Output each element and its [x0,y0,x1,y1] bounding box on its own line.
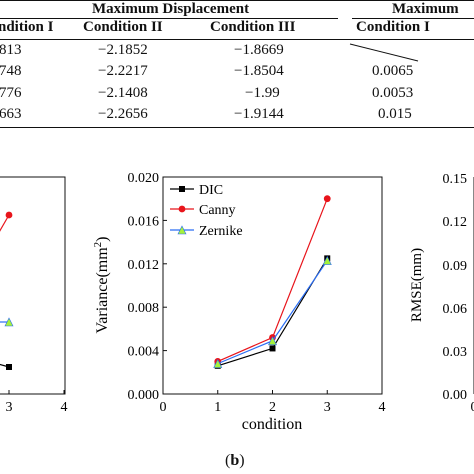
column-header: ndition I [0,19,54,35]
legend-label-canny: Canny [199,203,236,218]
header-rule [0,39,474,40]
table-cell: −1.9144 [234,106,284,122]
x-tick-label: 1 [214,400,221,415]
x-tick-label: 2 [269,400,276,415]
legend-marker-zernike [177,225,187,235]
table-cell: 776 [0,85,22,101]
y-tick-label: 0.012 [128,258,160,273]
right-y-tick-label: 0.00 [443,388,468,403]
variance-chart: 0 1 2 3 4 0.000 0.004 0.008 0.012 0.016 0.020 Vari… [92,171,386,433]
left-canny-marker [5,211,13,219]
y-tick-label: 0.004 [128,345,160,360]
y-tick-label: 0.020 [128,171,160,186]
table-cell: 0.015 [378,106,412,122]
series-layer [213,195,332,369]
right-y-tick-label: 0.03 [443,345,468,360]
table-cell: −2.1852 [98,42,148,58]
axis-ticks: 0 1 2 3 4 0.000 0.004 0.008 0.012 0.016 0.020 [128,171,386,415]
legend-label-zernike: Zernike [199,224,243,239]
data-point-canny [323,195,331,203]
y-tick-label: 0.016 [128,214,160,229]
legend-marker-canny [178,205,186,213]
x-axis-label: condition [242,416,302,433]
right-y-tick-label: 0.06 [443,302,468,317]
right-y-tick-label: 0.15 [443,172,468,187]
table-cell: 663 [0,106,22,122]
table-cell: −2.1408 [98,85,148,101]
results-table: Maximum Displacement Maximum ndition I C… [0,0,474,140]
data-point-zernike [213,358,223,368]
table-cell: −2.2656 [98,106,148,122]
x-tick-label: 4 [379,400,386,415]
y-axis-label: Variance(mm2) [92,236,111,333]
legend-label-dic: DIC [199,183,223,198]
right-y-axis-label: RMSE(mm) [409,248,425,322]
table-cell: 0.0065 [372,63,414,79]
left-partial-chart: 3 4 [0,176,68,415]
legend-marker-dic [179,186,185,192]
right-y-tick-label: 0.12 [443,215,468,230]
group-header-maximum: Maximum [392,1,459,17]
x-tick-label: 3 [324,400,331,415]
empty-cell-slash [349,43,419,62]
y-tick-label: 0.008 [128,301,160,316]
group-underline-right [352,18,474,19]
panel-label-b: (b) [225,452,245,469]
right-y-tick-label: 0.09 [443,259,468,274]
right-partial-chart: 0.15 0.12 0.09 0.06 0.03 0.00 RMSE(mm) 0 [409,172,474,415]
table-cell: 0.0053 [372,85,414,101]
table-cell: −1.8669 [234,42,284,58]
x-tick-label: 0 [160,400,167,415]
left-x-tick-label: 4 [61,400,68,415]
data-point-dic [269,345,276,352]
right-x-tick-label: 0 [471,400,474,415]
left-x-tick-label: 3 [6,400,13,415]
table-bottom-rule [0,127,474,128]
data-point-zernike [322,255,332,265]
table-cell: 748 [0,63,22,79]
table-cell: −1.8504 [234,63,284,79]
table-top-rule [0,0,474,1]
table-cell: −1.99 [245,85,280,101]
plot-frame [162,176,383,395]
group-header-max-displacement: Maximum Displacement [92,1,250,17]
column-header: Condition I [356,19,430,35]
table-cell: −2.2217 [98,63,148,79]
data-point-zernike [268,336,277,346]
left-dic-marker [6,364,12,370]
table-cell: 813 [0,42,22,58]
y-tick-label: 0.000 [128,388,160,403]
column-header: Condition III [210,19,296,35]
legend: DIC Canny Zernike [170,183,243,239]
group-underline-left [0,18,338,19]
left-zernike-marker [4,317,14,327]
column-header: Condition II [83,19,163,35]
